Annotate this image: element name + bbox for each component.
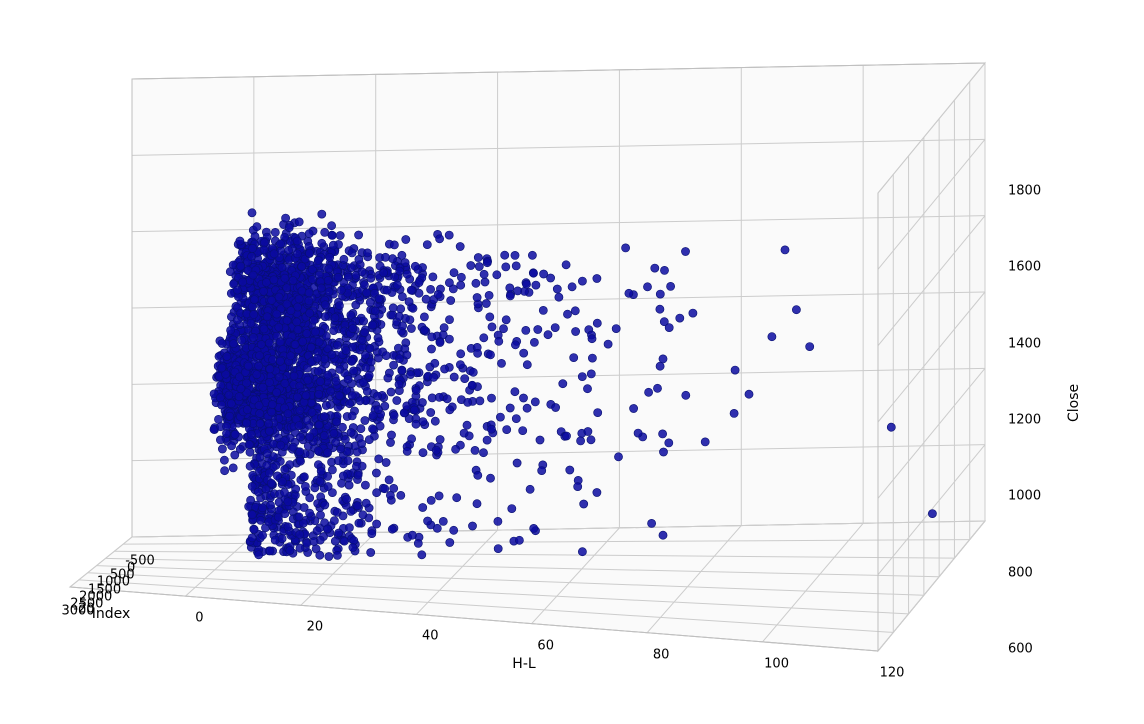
chart-3d-scatter: -500050010001500200025003000-20020406080…: [0, 0, 1144, 724]
chart-svg: [0, 0, 1144, 724]
